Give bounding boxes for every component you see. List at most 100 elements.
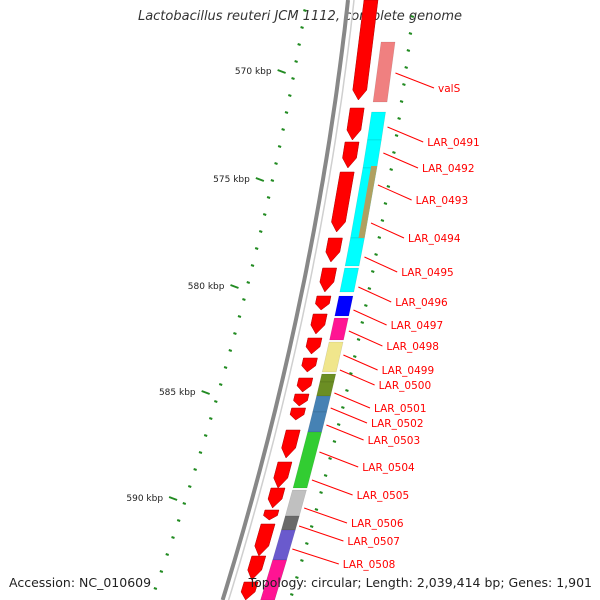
scale-minor-tick bbox=[336, 423, 341, 426]
scale-minor-tick bbox=[300, 26, 304, 29]
gene-block bbox=[316, 381, 335, 397]
scale-minor-tick bbox=[262, 213, 267, 216]
scale-minor-tick bbox=[270, 179, 275, 182]
scale-minor-tick bbox=[228, 349, 233, 352]
gene-block bbox=[362, 139, 382, 169]
scale-minor-tick bbox=[203, 434, 208, 437]
cds-arrow bbox=[310, 313, 328, 335]
gene-block bbox=[367, 111, 386, 141]
gene-label: LAR_0495 bbox=[401, 267, 454, 279]
gene-label-leader bbox=[304, 507, 348, 524]
scale-minor-tick bbox=[300, 559, 304, 562]
gene-label-leader bbox=[339, 369, 375, 386]
scale-minor-tick bbox=[277, 145, 282, 148]
gene-block bbox=[339, 267, 359, 293]
scale-minor-tick bbox=[309, 525, 314, 528]
gene-label: LAR_0491 bbox=[427, 137, 480, 149]
scale-minor-tick bbox=[294, 60, 298, 63]
scale-minor-tick bbox=[193, 468, 197, 471]
accession-text: Accession: NC_010609 bbox=[9, 575, 152, 590]
cds-arrow bbox=[289, 407, 306, 421]
scale-minor-tick bbox=[377, 236, 382, 239]
scale-minor-tick bbox=[328, 457, 332, 460]
scale-minor-tick bbox=[242, 298, 246, 301]
cds-arrow bbox=[346, 107, 365, 141]
gene-label: valS bbox=[438, 83, 461, 95]
gene-block bbox=[312, 395, 331, 413]
gene-label-leader bbox=[377, 184, 412, 201]
gene-label: LAR_0503 bbox=[368, 435, 421, 447]
cds-arrow bbox=[305, 337, 323, 355]
scale-minor-tick bbox=[345, 389, 349, 392]
gene-label: LAR_0497 bbox=[391, 320, 444, 332]
gene-block bbox=[321, 341, 344, 373]
scale-minor-tick bbox=[223, 366, 228, 369]
genome-summary-text: Topology: circular; Length: 2,039,414 bp… bbox=[248, 575, 592, 590]
gene-label-leader bbox=[330, 407, 368, 424]
scale-minor-tick bbox=[383, 202, 388, 205]
cds-arrow bbox=[273, 461, 293, 489]
gene-label: LAR_0499 bbox=[382, 365, 435, 377]
scale-minor-tick bbox=[159, 570, 164, 573]
scale-minor-tick bbox=[289, 593, 294, 596]
scale-minor-tick bbox=[386, 185, 391, 188]
gene-label: LAR_0506 bbox=[351, 518, 404, 530]
gene-label-leader bbox=[326, 424, 364, 441]
gene-label: LAR_0492 bbox=[422, 163, 475, 175]
gene-label: LAR_0493 bbox=[416, 195, 469, 207]
scale-major-tick bbox=[168, 496, 178, 501]
cds-arrow bbox=[352, 0, 379, 101]
scale-minor-tick bbox=[281, 128, 285, 131]
scale-minor-tick bbox=[352, 355, 357, 358]
gene-label-leader bbox=[298, 525, 344, 542]
scale-minor-tick bbox=[406, 49, 411, 52]
scale-minor-tick bbox=[314, 508, 319, 511]
gene-label-leader bbox=[348, 330, 383, 347]
scale-minor-tick bbox=[153, 587, 158, 590]
scale-minor-tick bbox=[198, 451, 203, 454]
gene-block bbox=[344, 237, 365, 267]
scale-major-tick bbox=[201, 390, 210, 395]
cds-arrow bbox=[293, 393, 310, 407]
cds-arrow bbox=[240, 581, 259, 600]
scale-minor-tick bbox=[303, 9, 307, 12]
scale-label: 570 kbp bbox=[235, 67, 272, 77]
scale-minor-tick bbox=[295, 576, 299, 579]
gene-label-leader bbox=[364, 256, 398, 273]
gene-label-leader bbox=[319, 451, 359, 468]
scale-label: 590 kbp bbox=[126, 494, 163, 504]
gene-label-leader bbox=[370, 222, 405, 239]
cds-arrow bbox=[342, 141, 360, 169]
scale-label: 585 kbp bbox=[159, 388, 196, 398]
scale-minor-tick bbox=[208, 417, 213, 420]
scale-minor-tick bbox=[213, 400, 218, 403]
scale-minor-tick bbox=[274, 162, 278, 165]
gene-label-leader bbox=[311, 479, 353, 496]
scale-minor-tick bbox=[218, 383, 223, 386]
scale-minor-tick bbox=[349, 372, 353, 375]
cds-arrow bbox=[267, 487, 286, 509]
gene-block bbox=[307, 411, 327, 433]
gene-label: LAR_0498 bbox=[386, 341, 439, 353]
scale-minor-tick bbox=[341, 406, 345, 409]
scale-minor-tick bbox=[237, 315, 242, 318]
gene-label: LAR_0500 bbox=[379, 380, 432, 392]
gene-label-leader bbox=[387, 126, 424, 143]
map-title: Lactobacillus reuteri JCM 1112, complete… bbox=[137, 9, 463, 24]
gene-block bbox=[284, 489, 307, 517]
gene-block bbox=[272, 529, 296, 561]
gene-label-leader bbox=[395, 72, 435, 89]
scale-minor-tick bbox=[176, 519, 181, 522]
scale-minor-tick bbox=[410, 15, 415, 18]
scale-minor-tick bbox=[394, 134, 399, 137]
gene-label-leader bbox=[358, 286, 392, 303]
scale-minor-tick bbox=[364, 304, 368, 307]
scale-minor-tick bbox=[287, 94, 292, 97]
scale-major-tick bbox=[277, 69, 286, 74]
cds-arrow bbox=[263, 509, 280, 521]
cds-arrow bbox=[315, 295, 332, 311]
scale-minor-tick bbox=[254, 247, 259, 250]
scale-minor-tick bbox=[389, 168, 394, 171]
gene-label: LAR_0504 bbox=[362, 462, 415, 474]
